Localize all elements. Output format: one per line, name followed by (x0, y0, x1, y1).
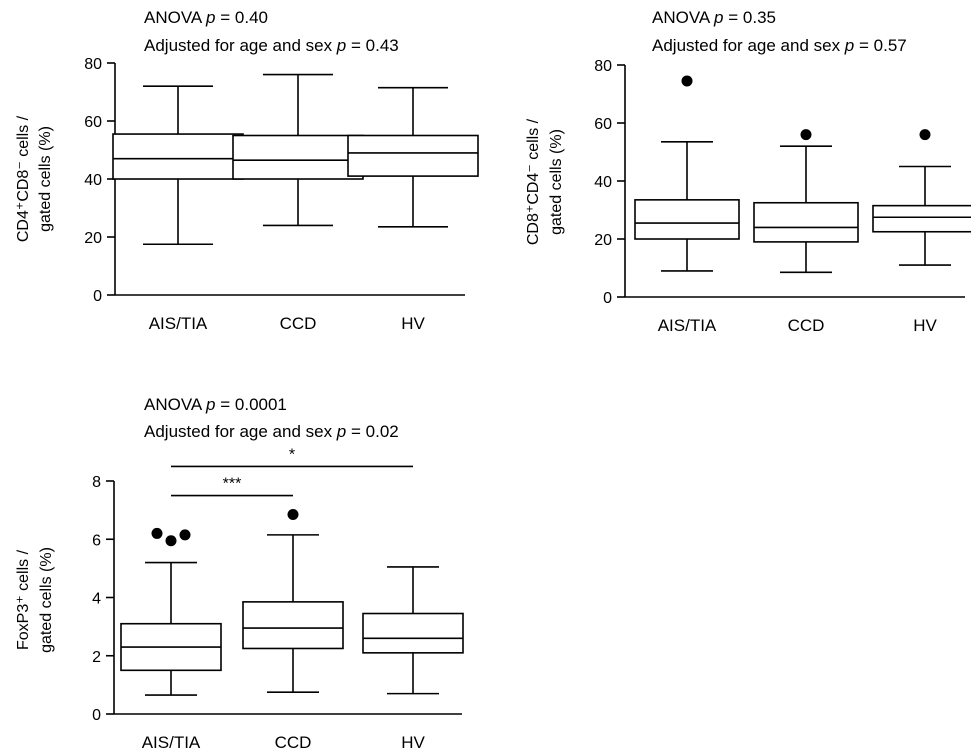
y-axis-label-line-2: gated cells (%) (38, 547, 55, 653)
title-p-value: = 0.40 (216, 8, 268, 27)
title-p-symbol: p (844, 36, 854, 55)
outlier-point (800, 129, 812, 141)
title-p-symbol: p (336, 36, 346, 55)
outlier-point (165, 535, 177, 547)
x-category-label: HV (401, 314, 425, 333)
y-tick-label: 20 (84, 230, 102, 247)
box-ccd (242, 508, 344, 693)
x-category-label: AIS/TIA (142, 733, 201, 752)
chart-title-line-1: ANOVA p = 0.40 (144, 8, 268, 27)
x-category-label: AIS/TIA (658, 316, 717, 335)
box-plot-panel-1: ANOVA p = 0.40 Adjusted for age and sex p… (15, 8, 479, 333)
box-ccd (232, 73, 364, 227)
box-plot-panel-3: ANOVA p = 0.0001 Adjusted for age and sex… (15, 395, 464, 752)
title-adjusted-label: Adjusted for age and sex (652, 36, 845, 55)
title-adjusted-label: Adjusted for age and sex (144, 422, 337, 441)
y-tick-label: 80 (594, 58, 612, 75)
box-ccd (753, 129, 859, 274)
x-category-label: CCD (275, 733, 312, 752)
significance-label: * (289, 446, 295, 463)
title-p-symbol: p (336, 422, 346, 441)
y-tick-label: 60 (594, 116, 612, 133)
title-p-value: = 0.0001 (216, 395, 287, 414)
outlier-point (179, 529, 191, 541)
y-tick-label: 80 (84, 56, 102, 73)
title-anova-label: ANOVA (652, 8, 714, 27)
interquartile-box (242, 601, 344, 650)
interquartile-box (362, 612, 464, 654)
y-axis-label-line-2: gated cells (%) (37, 126, 54, 232)
y-axis-label-line-1: CD8⁺CD4⁻ cells / (525, 118, 542, 245)
interquartile-box (112, 133, 244, 180)
chart-title-line-2: Adjusted for age and sex p = 0.57 (652, 36, 907, 55)
interquartile-box (232, 134, 364, 180)
y-axis-label-line-2: gated cells (%) (548, 129, 565, 235)
x-category-label: HV (913, 316, 937, 335)
box-plot-panel-2: ANOVA p = 0.35 Adjusted for age and sex p… (525, 8, 971, 335)
title-anova-label: ANOVA (144, 8, 206, 27)
y-tick-label: 0 (603, 290, 612, 307)
chart-title-line-2: Adjusted for age and sex p = 0.43 (144, 36, 399, 55)
title-anova-label: ANOVA (144, 395, 206, 414)
y-tick-label: 4 (92, 591, 101, 608)
box-aistia (120, 527, 222, 696)
title-adjusted-label: Adjusted for age and sex (144, 36, 337, 55)
chart-title-line-1: ANOVA p = 0.0001 (144, 395, 287, 414)
box-hv (347, 86, 479, 228)
x-category-label: CCD (788, 316, 825, 335)
y-tick-label: 8 (92, 474, 101, 491)
chart-title-line-2: Adjusted for age and sex p = 0.02 (144, 422, 399, 441)
outlier-point (681, 75, 693, 87)
box-hv (362, 566, 464, 695)
chart-title-line-1: ANOVA p = 0.35 (652, 8, 776, 27)
y-axis-label-line-1: CD4⁺CD8⁻ cells / (15, 115, 32, 242)
y-tick-label: 40 (594, 174, 612, 191)
x-category-label: CCD (280, 314, 317, 333)
box-aistia (634, 75, 740, 272)
y-axis-label-line-1: FoxP3⁺ cells / (15, 549, 32, 650)
y-tick-label: 20 (594, 232, 612, 249)
significance-label: *** (223, 476, 242, 493)
title-p-value: = 0.02 (346, 422, 398, 441)
outlier-point (287, 508, 299, 520)
box-hv (872, 129, 971, 266)
y-tick-label: 6 (92, 532, 101, 549)
outlier-point (919, 129, 931, 141)
interquartile-box (872, 204, 971, 233)
y-tick-label: 0 (92, 707, 101, 724)
y-tick-label: 2 (92, 649, 101, 666)
title-p-value: = 0.35 (724, 8, 776, 27)
y-tick-label: 40 (84, 172, 102, 189)
title-p-value: = 0.43 (346, 36, 398, 55)
title-p-symbol: p (205, 8, 215, 27)
y-tick-label: 60 (84, 114, 102, 131)
box-aistia (112, 85, 244, 246)
interquartile-box (347, 134, 479, 177)
x-category-label: AIS/TIA (149, 314, 208, 333)
title-p-symbol: p (205, 395, 215, 414)
y-tick-label: 0 (93, 288, 102, 305)
x-category-label: HV (401, 733, 425, 752)
title-p-value: = 0.57 (854, 36, 906, 55)
interquartile-box (634, 199, 740, 240)
title-p-symbol: p (713, 8, 723, 27)
outlier-point (151, 527, 163, 539)
interquartile-box (753, 201, 859, 243)
